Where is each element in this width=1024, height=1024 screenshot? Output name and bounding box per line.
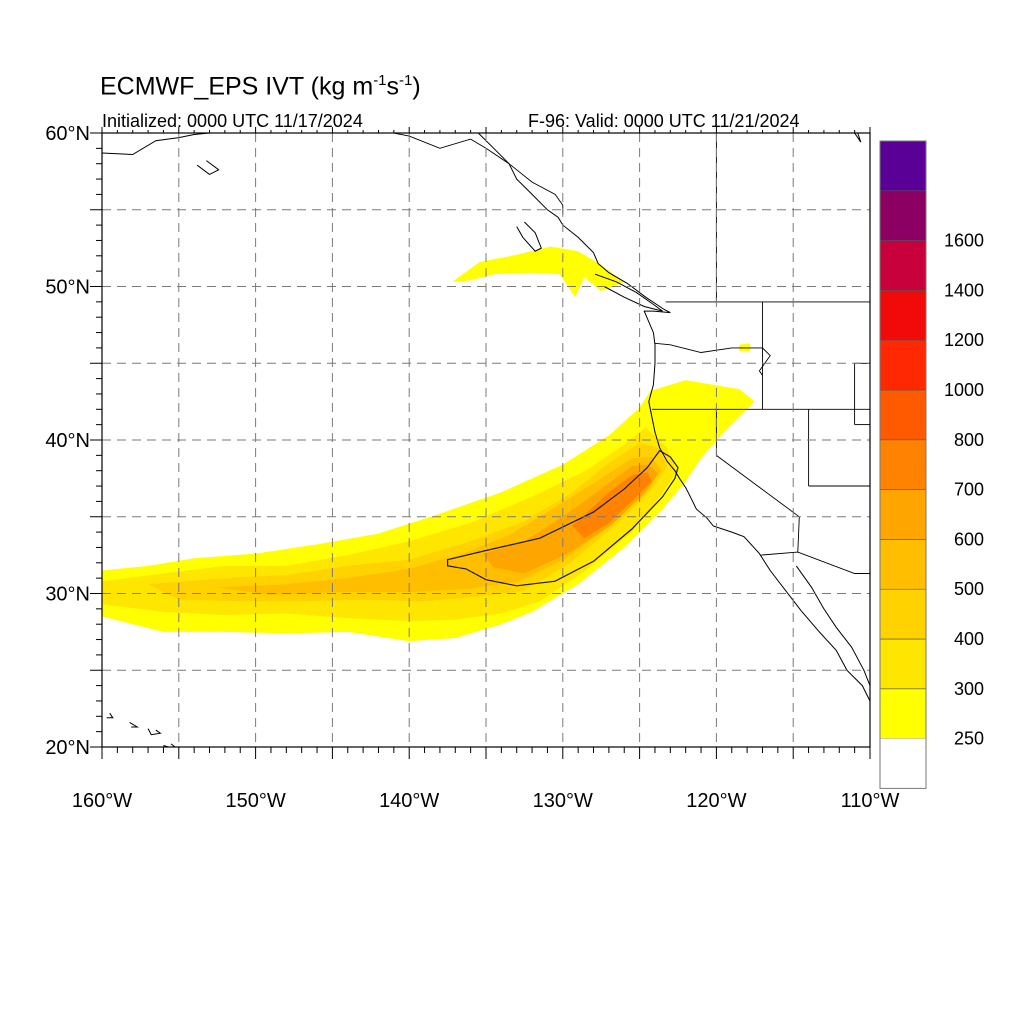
colorbar-label-300: 300 [954,679,984,699]
lat-label-30: 30°N [45,584,90,606]
coastline-8 [129,721,140,728]
colorbar-frame [879,140,927,789]
colorbar: 250 300 400 500 600 700 800 1000 1200 1400 1600 [879,140,984,789]
political-borders [393,133,870,574]
coastline-4 [102,133,210,156]
colorbar-swatch-1400 [879,240,927,291]
ivt-shading [102,246,755,642]
colorbar-swatch-250 [879,688,927,739]
coastline-1 [795,565,870,686]
title-mid: s [386,72,400,101]
coastline-3 [516,221,542,252]
colorbar-swatch-top [880,141,926,191]
colorbar-label-1200: 1200 [944,330,984,350]
ivt-band-5-polygon-0 [572,472,652,539]
lon-label-120: 120°W [686,790,746,812]
lon-label-150: 150°W [225,790,285,812]
colorbar-label-1600: 1600 [944,231,984,251]
coastline-9 [147,728,162,736]
colorbar-label-400: 400 [954,629,984,649]
chart-title: ECMWF_EPS IVT (kg m-1s-1) [100,72,421,101]
coastlines [102,133,870,747]
title-end: ) [412,72,421,101]
title-exp1: -1 [373,72,387,89]
grid-lines [102,133,870,747]
colorbar-swatch-300 [879,638,927,690]
coastline-6 [854,133,862,143]
colorbar-swatch-400 [879,588,927,640]
coastline-2 [594,273,663,312]
lat-label-50: 50°N [45,277,90,299]
colorbar-label-500: 500 [954,579,984,599]
lon-label-110: 110°W [841,790,900,812]
border-5 [654,342,763,353]
coastline-10 [163,743,176,747]
ivt-band-0-polygon-1 [452,246,625,298]
colorbar-swatch-500 [879,539,927,590]
lat-label-40: 40°N [45,430,90,452]
lon-label-130: 130°W [533,790,593,812]
border-4 [760,551,870,574]
lat-label-20: 20°N [45,737,90,759]
map-area [102,133,870,747]
axis-ticks [90,127,871,759]
colorbar-swatch-1600 [879,190,927,241]
ivt-band-0-polygon-2 [739,343,751,351]
colorbar-swatch-1200 [879,290,927,341]
axis-labels: 60°N 50°N 40°N 30°N 20°N 160°W 150°W 140°W 130°W… [45,123,899,812]
colorbar-swatch-1000 [879,339,927,391]
colorbar-label-600: 600 [954,529,984,549]
border-3 [715,409,800,553]
colorbar-swatch-800 [879,389,927,441]
colorbar-swatch-700 [879,439,927,490]
title-exp2: -1 [399,72,413,89]
colorbar-swatch-bottom [880,738,926,789]
valid-time-label: F-96: Valid: 0000 UTC 11/21/2024 [528,111,800,131]
ivt-contour-line [447,449,679,587]
colorbar-label-250: 250 [954,729,984,749]
initialized-label: Initialized: 0000 UTC 11/17/2024 [102,111,363,131]
coastline-7 [106,712,114,719]
colorbar-label-800: 800 [954,430,984,450]
lon-label-160: 160°W [72,790,132,812]
border-0 [393,133,564,215]
colorbar-label-1000: 1000 [944,380,984,400]
lon-label-140: 140°W [379,790,439,812]
colorbar-label-1400: 1400 [944,280,984,300]
colorbar-label-700: 700 [954,480,984,500]
title-main: ECMWF_EPS IVT (kg m [100,72,374,101]
colorbar-swatch-600 [879,489,927,540]
coastline-5 [196,160,220,175]
coastline-0 [477,133,870,702]
lat-label-60: 60°N [45,123,90,145]
